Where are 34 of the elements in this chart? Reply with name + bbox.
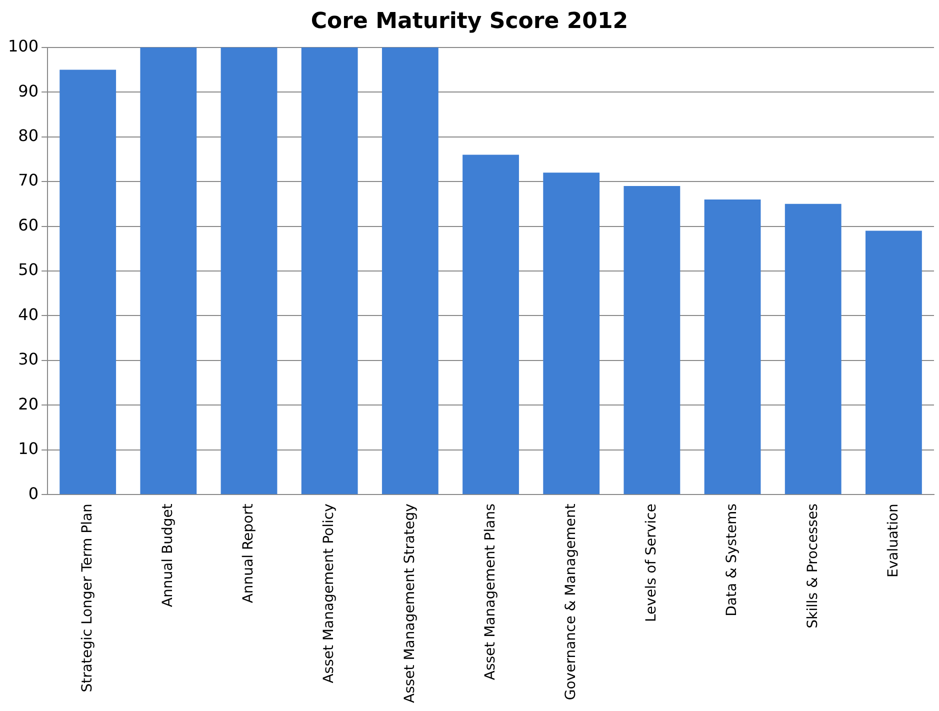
y-tick-label: 10 xyxy=(18,439,39,458)
y-tick-label: 50 xyxy=(18,260,39,280)
x-tick-label: Annual Budget xyxy=(160,503,176,608)
bar xyxy=(624,186,680,494)
x-tick-label: Asset Management Plans xyxy=(482,504,498,680)
x-tick-label: Annual Report xyxy=(240,503,257,604)
x-tick-label: Strategic Longer Term Plan xyxy=(79,504,96,692)
bar xyxy=(784,204,842,494)
bar xyxy=(704,199,761,494)
y-tick-label: 80 xyxy=(18,126,39,145)
y-tick-label: 20 xyxy=(18,394,39,414)
y-tick-label: 30 xyxy=(18,350,39,369)
x-tick-label: Evaluation xyxy=(885,504,902,578)
y-tick-label: 70 xyxy=(18,170,39,190)
x-tick-label: Data & Systems xyxy=(724,504,740,616)
y-tick-label: 40 xyxy=(18,304,39,324)
bar xyxy=(866,230,922,494)
bar xyxy=(301,47,358,494)
chart-title: Core Maturity Score 2012 xyxy=(310,8,628,34)
x-tick-label: Asset Management Strategy xyxy=(402,504,418,704)
y-tick-label: 60 xyxy=(18,215,39,234)
y-tick-label: 100 xyxy=(8,36,39,56)
x-tick-label: Governance & Management xyxy=(563,503,579,700)
y-tick-label: 90 xyxy=(18,81,39,100)
y-tick-label: 0 xyxy=(28,484,39,503)
bar xyxy=(543,172,600,494)
x-tick-label: Asset Management Policy xyxy=(321,504,338,684)
bar xyxy=(382,47,438,494)
bar xyxy=(462,154,519,494)
bar xyxy=(60,70,116,494)
x-tick-label: Levels of Service xyxy=(644,504,660,622)
bar xyxy=(140,47,197,494)
bar xyxy=(220,47,278,494)
x-tick-label: Skills & Processes xyxy=(804,504,821,628)
